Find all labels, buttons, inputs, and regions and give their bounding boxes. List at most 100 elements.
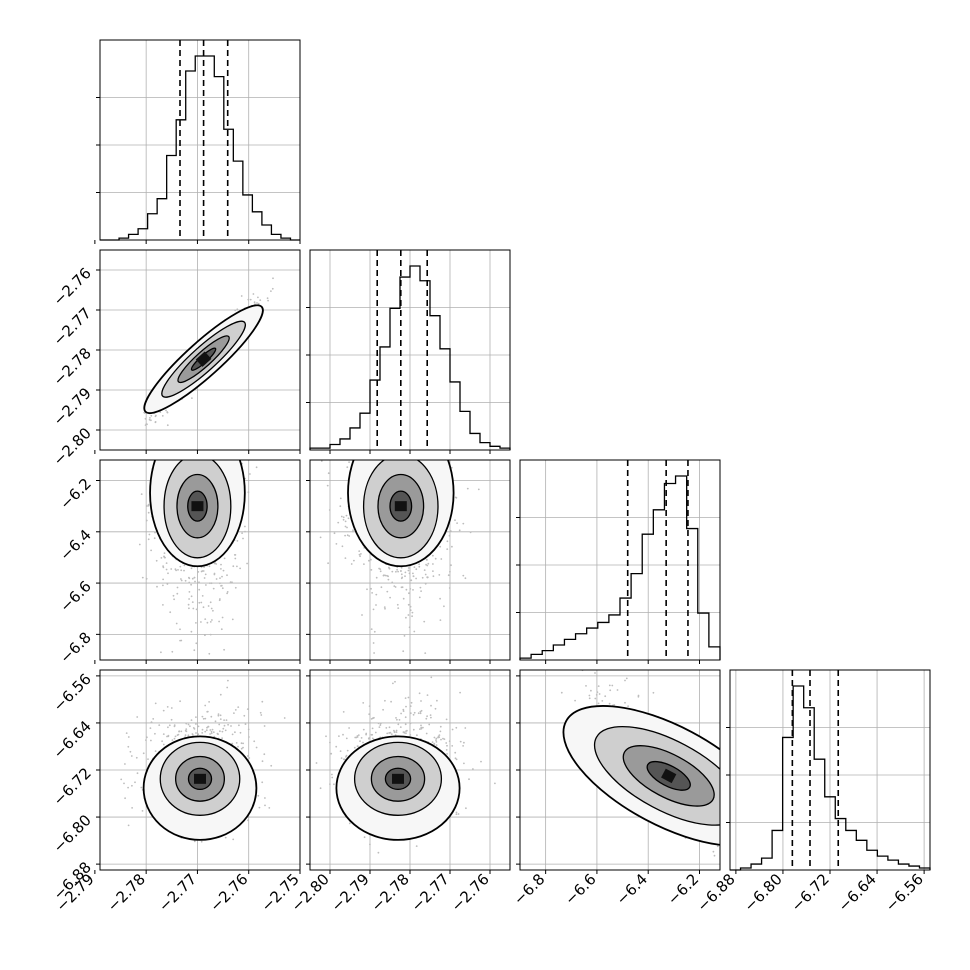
scatter-point — [160, 557, 163, 559]
scatter-point — [149, 727, 152, 729]
scatter-point — [218, 620, 221, 623]
scatter-point — [221, 737, 224, 739]
scatter-point — [167, 726, 169, 729]
scatter-point — [408, 626, 411, 629]
scatter-point — [238, 724, 240, 727]
scatter-point — [333, 532, 336, 535]
scatter-point — [400, 712, 402, 715]
scatter-point — [395, 430, 397, 432]
scatter-point — [427, 562, 430, 565]
scatter-point — [320, 460, 323, 462]
scatter-point — [246, 755, 249, 757]
scatter-point — [209, 733, 212, 735]
scatter-point — [409, 588, 412, 590]
scatter-point — [162, 733, 165, 735]
scatter-point — [127, 824, 130, 827]
scatter-point — [400, 458, 402, 460]
scatter-point — [356, 745, 359, 747]
scatter-point — [385, 441, 387, 443]
scatter-point — [378, 726, 381, 728]
scatter-point — [260, 714, 263, 716]
scatter-point — [407, 603, 410, 606]
scatter-point — [166, 411, 169, 413]
scatter-point — [179, 451, 181, 453]
scatter-point — [141, 810, 144, 812]
scatter-point — [242, 746, 244, 749]
pair-panel-2-0: −6.8−6.6−6.4−6.2 — [56, 426, 301, 667]
scatter-point — [198, 588, 201, 591]
scatter-point — [190, 630, 193, 633]
scatter-point — [455, 813, 458, 816]
scatter-point — [246, 708, 249, 710]
scatter-point — [225, 719, 228, 721]
scatter-point — [145, 519, 148, 522]
scatter-point — [463, 741, 465, 744]
scatter-point — [445, 742, 448, 744]
scatter-point — [438, 736, 441, 739]
scatter-point — [357, 734, 360, 736]
scatter-point — [216, 732, 219, 735]
scatter-point — [227, 451, 229, 453]
scatter-point — [494, 782, 496, 785]
scatter-point — [123, 782, 125, 785]
y-tick-label: −6.64 — [50, 717, 95, 762]
scatter-point — [439, 730, 442, 733]
scatter-point — [179, 639, 182, 642]
scatter-point — [713, 854, 716, 857]
scatter-point — [446, 744, 448, 747]
scatter-point — [190, 567, 193, 570]
scatter-point — [209, 633, 212, 636]
scatter-point — [212, 731, 215, 734]
scatter-point — [386, 732, 389, 735]
scatter-point — [357, 435, 359, 437]
scatter-point — [344, 525, 347, 528]
scatter-point — [244, 723, 247, 725]
scatter-point — [162, 584, 164, 587]
scatter-point — [146, 736, 148, 739]
scatter-point — [190, 719, 193, 721]
scatter-point — [380, 431, 382, 433]
scatter-point — [350, 563, 353, 565]
scatter-point — [411, 441, 413, 443]
scatter-point — [402, 708, 405, 711]
scatter-point — [394, 586, 397, 588]
scatter-point — [344, 520, 347, 523]
scatter-point — [435, 737, 438, 740]
y-tick-label: −2.76 — [50, 264, 95, 309]
scatter-point — [218, 434, 220, 436]
scatter-point — [462, 574, 465, 577]
scatter-point — [407, 567, 410, 569]
scatter-point — [451, 745, 454, 747]
scatter-point — [138, 543, 141, 546]
scatter-point — [190, 583, 193, 586]
scatter-point — [329, 783, 331, 785]
scatter-point — [127, 786, 129, 789]
scatter-point — [389, 596, 391, 599]
scatter-point — [145, 577, 148, 580]
scatter-point — [146, 505, 148, 507]
scatter-point — [448, 740, 451, 743]
scatter-point — [179, 700, 182, 703]
scatter-point — [409, 605, 412, 608]
scatter-point — [404, 723, 407, 726]
scatter-point — [221, 575, 223, 578]
scatter-point — [408, 592, 410, 595]
scatter-point — [358, 553, 361, 556]
scatter-point — [368, 705, 371, 707]
density-peak — [392, 773, 404, 784]
scatter-point — [131, 784, 133, 787]
scatter-point — [247, 728, 250, 731]
scatter-point — [371, 727, 374, 730]
scatter-point — [433, 743, 436, 745]
scatter-point — [154, 531, 156, 534]
scatter-point — [410, 445, 412, 447]
scatter-point — [430, 716, 432, 719]
scatter-point — [193, 728, 196, 730]
scatter-point — [224, 836, 227, 839]
scatter-point — [398, 428, 400, 430]
scatter-point — [173, 598, 176, 601]
scatter-point — [183, 426, 185, 428]
scatter-point — [150, 414, 153, 417]
scatter-point — [407, 438, 409, 440]
scatter-point — [395, 729, 398, 732]
